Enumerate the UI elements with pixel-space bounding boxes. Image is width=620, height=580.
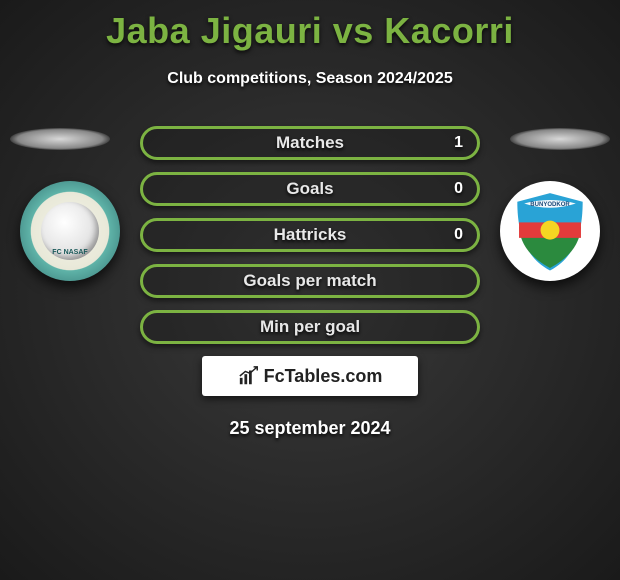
- page-title: Jaba Jigauri vs Kacorri: [0, 0, 620, 52]
- brand-text: FcTables.com: [264, 366, 383, 387]
- date-label: 25 september 2024: [0, 418, 620, 439]
- team-badge-left: FC NASAF: [20, 181, 120, 281]
- stat-label: Min per goal: [143, 317, 477, 337]
- team-badge-left-label: FC NASAF: [41, 202, 99, 260]
- player-placeholder-right: [510, 128, 610, 150]
- stat-value-right: 0: [454, 226, 463, 244]
- chart-icon: [238, 365, 260, 387]
- brand-badge: FcTables.com: [202, 356, 418, 396]
- shield-icon: BUNYODKOR: [507, 188, 593, 274]
- team-badge-right: BUNYODKOR: [500, 181, 600, 281]
- stat-row-matches: Matches 1: [140, 126, 480, 160]
- stats-container: FC NASAF BUNYODKOR Matches 1 Goals 0 Hat…: [0, 126, 620, 439]
- stat-row-min-per-goal: Min per goal: [140, 310, 480, 344]
- team-badge-right-label: BUNYODKOR: [530, 202, 570, 208]
- stat-row-hattricks: Hattricks 0: [140, 218, 480, 252]
- player-placeholder-left: [10, 128, 110, 150]
- stat-label: Goals per match: [143, 271, 477, 291]
- stat-row-goals: Goals 0: [140, 172, 480, 206]
- stat-row-goals-per-match: Goals per match: [140, 264, 480, 298]
- stat-label: Goals: [143, 179, 477, 199]
- stat-label: Hattricks: [143, 225, 477, 245]
- subtitle: Club competitions, Season 2024/2025: [0, 70, 620, 88]
- stat-value-right: 1: [454, 134, 463, 152]
- stat-value-right: 0: [454, 180, 463, 198]
- stat-label: Matches: [143, 133, 477, 153]
